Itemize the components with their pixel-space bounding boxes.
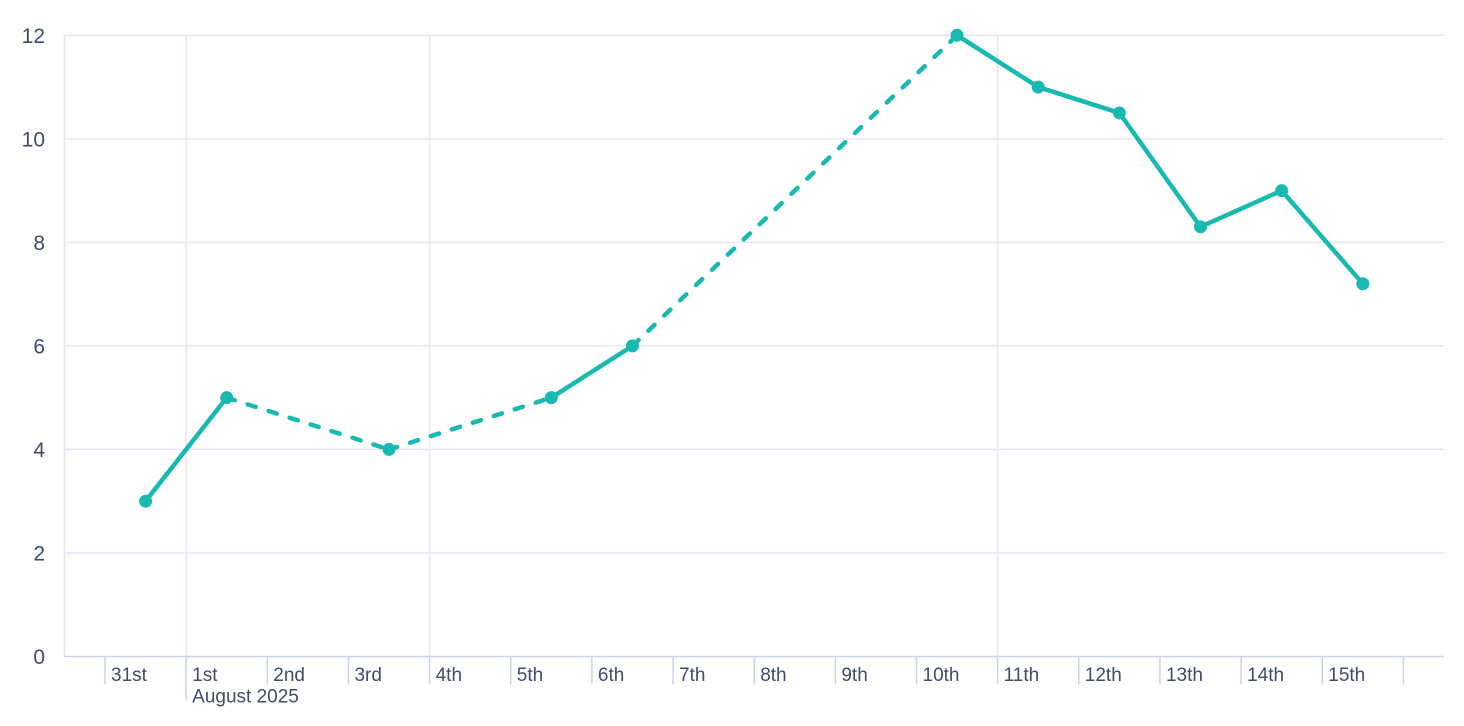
x-axis-label-13th: 13th: [1166, 665, 1203, 686]
x-axis-label-8th: 8th: [760, 665, 786, 686]
data-point-15th[interactable]: [1356, 277, 1370, 291]
x-axis-label-12th: 12th: [1085, 665, 1122, 686]
data-point-14th[interactable]: [1275, 184, 1289, 198]
vertical-gridlines: [63, 35, 999, 657]
y-axis-label-0: 0: [33, 646, 45, 669]
horizontal-gridlines: [64, 34, 1444, 554]
series-line: [143, 33, 1366, 504]
series-segment-14th-to-15th: [1279, 188, 1366, 287]
y-axis-label-10: 10: [22, 128, 45, 151]
series-markers: [139, 28, 1370, 508]
y-axis-labels: 0 2 4 6 8 10 12: [22, 25, 46, 669]
y-axis-label-6: 6: [33, 335, 45, 358]
x-axis-label-9th: 9th: [841, 665, 867, 686]
series-segment-31st-to-1st: [143, 395, 229, 504]
x-axis-label-11th: 11th: [1004, 665, 1040, 686]
x-axis-labels: 31st 1st 2nd 3rd 4th 5th 6th 7th 8th 9th 10th 11th 1…: [111, 665, 1365, 686]
data-point-1st[interactable]: [220, 391, 234, 405]
x-axis-label-1st: 1st: [192, 665, 218, 686]
x-axis-label-7th: 7th: [679, 665, 705, 686]
month-label-group: August 2025: [192, 687, 299, 708]
x-axis-label-2nd: 2nd: [273, 665, 305, 686]
x-axis-label-14th: 14th: [1247, 665, 1284, 686]
series-segment-3rd-to-5th: [386, 395, 554, 452]
x-axis-label-6th: 6th: [598, 665, 624, 686]
series-segment-10th-to-11th: [954, 33, 1041, 90]
y-axis-label-12: 12: [22, 25, 45, 48]
data-point-11th[interactable]: [1031, 80, 1045, 94]
x-axis-label-5th: 5th: [517, 665, 543, 686]
series-segment-11th-to-12th: [1035, 84, 1122, 116]
series-segment-13th-to-14th: [1198, 188, 1284, 230]
x-axis-label-10th: 10th: [923, 665, 960, 686]
series-segment-6th-to-10th: [630, 33, 960, 349]
series-segment-5th-to-6th: [549, 343, 635, 400]
data-point-12th[interactable]: [1112, 106, 1126, 120]
y-axis-label-2: 2: [33, 542, 45, 565]
month-label: August 2025: [192, 687, 299, 708]
data-point-10th[interactable]: [950, 28, 964, 42]
data-point-13th[interactable]: [1194, 220, 1208, 234]
data-point-31st[interactable]: [139, 494, 153, 508]
data-point-5th[interactable]: [544, 391, 558, 405]
y-axis-label-8: 8: [33, 232, 45, 255]
x-axis-label-15th: 15th: [1328, 665, 1365, 686]
series-segment-12th-to-13th: [1117, 110, 1203, 230]
data-point-3rd[interactable]: [382, 442, 396, 456]
y-axis-label-4: 4: [33, 439, 45, 462]
x-axis-label-3rd: 3rd: [354, 665, 381, 686]
x-axis-label-31st: 31st: [111, 665, 148, 686]
series-segment-1st-to-3rd: [224, 395, 392, 452]
x-axis-label-4th: 4th: [436, 665, 462, 686]
x-axis-ticks: [104, 656, 1405, 701]
data-point-6th[interactable]: [625, 339, 639, 353]
